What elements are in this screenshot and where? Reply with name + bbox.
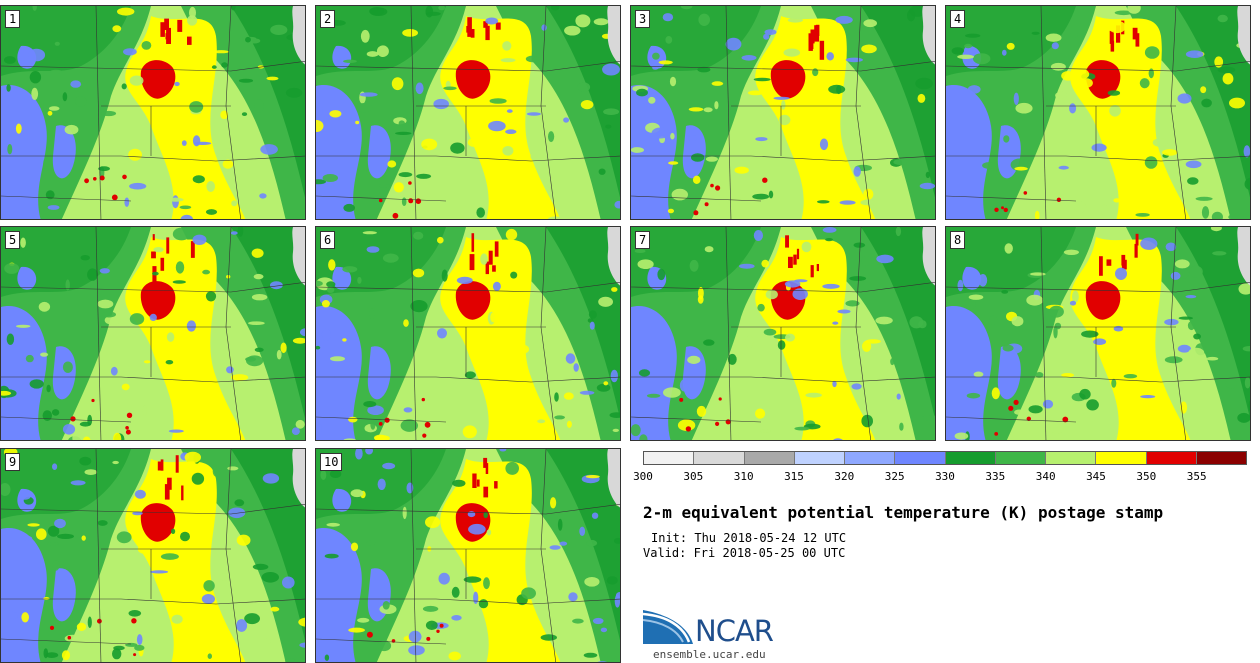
colorbar-segment bbox=[895, 452, 946, 464]
colorbar-segment bbox=[945, 452, 996, 464]
member-number-label: 1 bbox=[5, 10, 21, 28]
member-number-label: 10 bbox=[320, 453, 343, 471]
colorbar-tick-label: 335 bbox=[985, 470, 1006, 483]
colorbar-segment bbox=[694, 452, 745, 464]
map-field bbox=[631, 6, 935, 219]
valid-time: Valid: Fri 2018-05-25 00 UTC bbox=[643, 546, 846, 560]
logo-url[interactable]: ensemble.ucar.edu bbox=[653, 648, 766, 661]
colorbar-segment bbox=[644, 452, 695, 464]
colorbar-tick-label: 310 bbox=[733, 470, 754, 483]
map-field bbox=[1, 227, 305, 440]
colorbar-segment bbox=[1146, 452, 1197, 464]
colorbar-tick-label: 305 bbox=[683, 470, 704, 483]
member-number-label: 4 bbox=[950, 10, 966, 28]
init-time: Init: Thu 2018-05-24 12 UTC bbox=[651, 531, 847, 545]
map-field bbox=[316, 6, 620, 219]
colorbar-segment bbox=[794, 452, 845, 464]
postage-stamp-panel: 8 bbox=[945, 226, 1251, 441]
member-number-label: 7 bbox=[635, 231, 651, 249]
postage-stamp-panel: 2 bbox=[315, 5, 621, 220]
colorbar-segment bbox=[744, 452, 795, 464]
map-field bbox=[316, 227, 620, 440]
colorbar-tick-label: 350 bbox=[1136, 470, 1157, 483]
postage-stamp-panel: 6 bbox=[315, 226, 621, 441]
member-number-label: 2 bbox=[320, 10, 336, 28]
colorbar-tick-label: 315 bbox=[784, 470, 804, 483]
logo-wordmark: NCAR bbox=[695, 614, 774, 648]
colorbar-segment bbox=[845, 452, 896, 464]
colorbar-segment bbox=[1046, 452, 1097, 464]
colorbar-tick-label: 325 bbox=[884, 470, 905, 483]
postage-stamp-panel: 1 bbox=[0, 5, 306, 220]
colorbar-tick-label: 320 bbox=[834, 470, 855, 483]
ncar-logo-icon bbox=[643, 610, 693, 644]
postage-stamp-panel: 7 bbox=[630, 226, 936, 441]
member-number-label: 3 bbox=[635, 10, 651, 28]
colorbar-tick-label: 330 bbox=[935, 470, 955, 483]
postage-stamp-panel: 3 bbox=[630, 5, 936, 220]
postage-stamp-panel: 4 bbox=[945, 5, 1251, 220]
colorbar-tick-label: 300 bbox=[633, 470, 653, 483]
map-field bbox=[631, 227, 935, 440]
plot-title: 2-m equivalent potential temperature (K)… bbox=[643, 503, 1164, 522]
postage-stamp-panel: 9 bbox=[0, 448, 306, 663]
colorbar-tick-label: 345 bbox=[1086, 470, 1106, 483]
colorbar bbox=[643, 451, 1247, 465]
map-field bbox=[946, 6, 1250, 219]
colorbar-tick-label: 340 bbox=[1035, 470, 1056, 483]
map-field bbox=[1, 6, 305, 219]
colorbar-tick-label: 355 bbox=[1186, 470, 1207, 483]
colorbar-segment bbox=[995, 452, 1046, 464]
postage-stamp-panel: 5 bbox=[0, 226, 306, 441]
member-number-label: 6 bbox=[320, 231, 336, 249]
map-field bbox=[1, 449, 305, 662]
member-number-label: 8 bbox=[950, 231, 966, 249]
colorbar-segment bbox=[1196, 452, 1246, 464]
colorbar-segment bbox=[1096, 452, 1147, 464]
postage-stamp-panel: 10 bbox=[315, 448, 621, 663]
member-number-label: 9 bbox=[5, 453, 21, 471]
map-field bbox=[946, 227, 1250, 440]
map-field bbox=[316, 449, 620, 662]
member-number-label: 5 bbox=[5, 231, 21, 249]
